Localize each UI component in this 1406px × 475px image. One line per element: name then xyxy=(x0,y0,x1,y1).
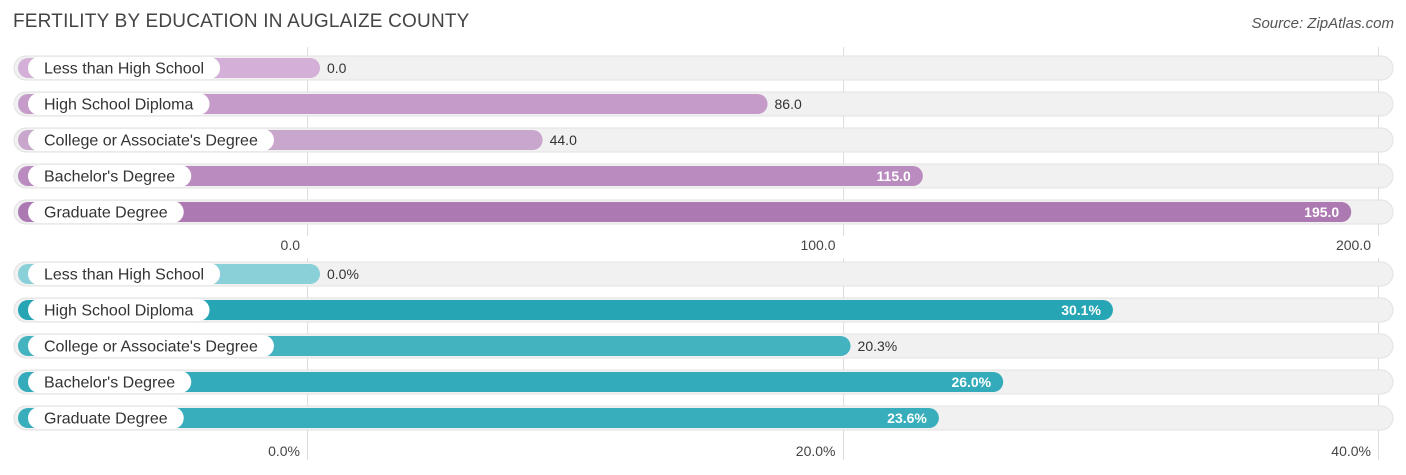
bar-track xyxy=(13,261,1394,287)
value-label: 195.0 xyxy=(1304,204,1339,220)
bar-1-4 xyxy=(18,408,939,428)
bar-0-3 xyxy=(18,166,923,186)
value-label: 23.6% xyxy=(887,410,927,426)
bar-0-4 xyxy=(18,202,1352,222)
value-label: 0.0% xyxy=(327,266,359,282)
category-label: Graduate Degree xyxy=(44,411,168,428)
category-label: Less than High School xyxy=(44,267,204,284)
value-label: 44.0 xyxy=(550,132,577,148)
category-label: Graduate Degree xyxy=(44,205,168,222)
bar-1-3 xyxy=(18,372,1004,392)
category-pill xyxy=(28,335,274,357)
tick-label: 0.0 xyxy=(281,237,301,253)
value-label: 20.3% xyxy=(858,338,898,354)
value-label: 26.0% xyxy=(951,374,991,390)
category-pill xyxy=(28,129,274,151)
bar-track xyxy=(13,55,1394,81)
chart-title: FERTILITY BY EDUCATION IN AUGLAIZE COUNT… xyxy=(13,11,470,32)
category-pill xyxy=(28,407,184,429)
value-label: 115.0 xyxy=(877,168,911,184)
category-pill xyxy=(28,93,210,115)
category-label: Bachelor's Degree xyxy=(44,169,175,186)
value-label: 0.0 xyxy=(327,60,347,76)
category-label: Bachelor's Degree xyxy=(44,375,175,392)
tick-label: 40.0% xyxy=(1331,443,1371,459)
category-label: High School Diploma xyxy=(44,303,194,320)
category-label: Less than High School xyxy=(44,61,204,78)
tick-label: 200.0 xyxy=(1336,237,1371,253)
category-pill xyxy=(28,371,192,393)
bar-1-1 xyxy=(18,300,1113,320)
category-pill xyxy=(28,57,221,79)
category-pill xyxy=(28,165,192,187)
value-label: 30.1% xyxy=(1061,302,1101,318)
category-label: College or Associate's Degree xyxy=(44,339,258,356)
source-label: Source: ZipAtlas.com xyxy=(1251,15,1394,32)
value-label: 86.0 xyxy=(775,96,802,112)
category-pill xyxy=(28,201,184,223)
category-pill xyxy=(28,299,210,321)
tick-label: 20.0% xyxy=(796,443,836,459)
tick-label: 100.0 xyxy=(800,237,835,253)
category-label: College or Associate's Degree xyxy=(44,133,258,150)
tick-label: 0.0% xyxy=(268,443,300,459)
category-label: High School Diploma xyxy=(44,97,194,114)
category-pill xyxy=(28,263,221,285)
